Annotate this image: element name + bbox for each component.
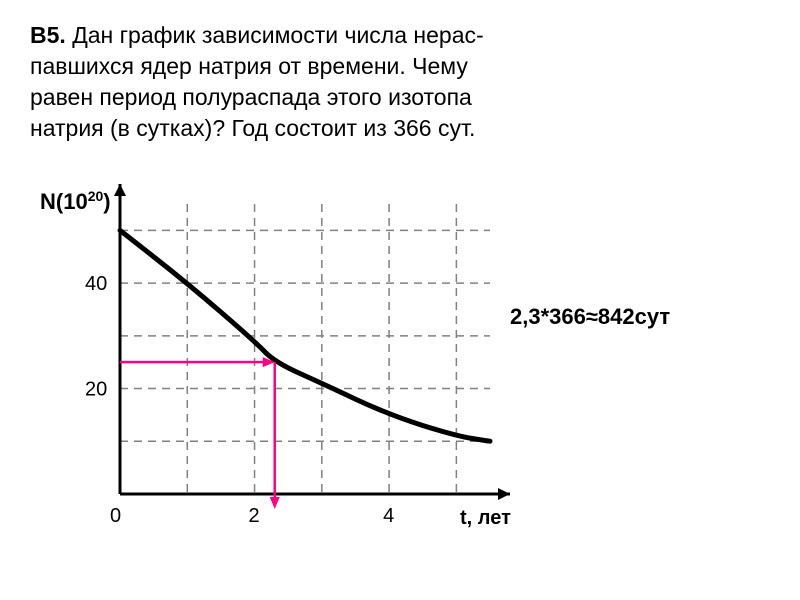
svg-text:N(1020): N(1020) bbox=[40, 188, 111, 214]
svg-text:4: 4 bbox=[383, 505, 394, 527]
problem-label: В5. bbox=[30, 22, 66, 48]
problem-text-4: натрия (в сутках)? Год состоит из 366 су… bbox=[30, 115, 475, 141]
svg-text:0: 0 bbox=[110, 505, 121, 527]
decay-chart-svg: N(1020) t, лет 20 40 0 2 4 bbox=[30, 154, 770, 534]
problem-statement: В5. Дан график зависимости числа нерас- … bbox=[30, 20, 770, 144]
problem-text-3: равен период полураспада этого изотопа bbox=[30, 84, 472, 110]
answer-annotation: 2,3*366≈842сут bbox=[510, 304, 670, 330]
svg-text:t, лет: t, лет bbox=[460, 507, 511, 529]
svg-text:40: 40 bbox=[85, 273, 107, 295]
svg-text:20: 20 bbox=[85, 379, 107, 401]
problem-text-1: Дан график зависимости числа нерас- bbox=[72, 22, 483, 48]
svg-text:2: 2 bbox=[249, 505, 260, 527]
chart-container: N(1020) t, лет 20 40 0 2 4 2,3*366≈842сут bbox=[30, 154, 770, 534]
problem-text-2: павшихся ядер натрия от времени. Чему bbox=[30, 53, 468, 79]
